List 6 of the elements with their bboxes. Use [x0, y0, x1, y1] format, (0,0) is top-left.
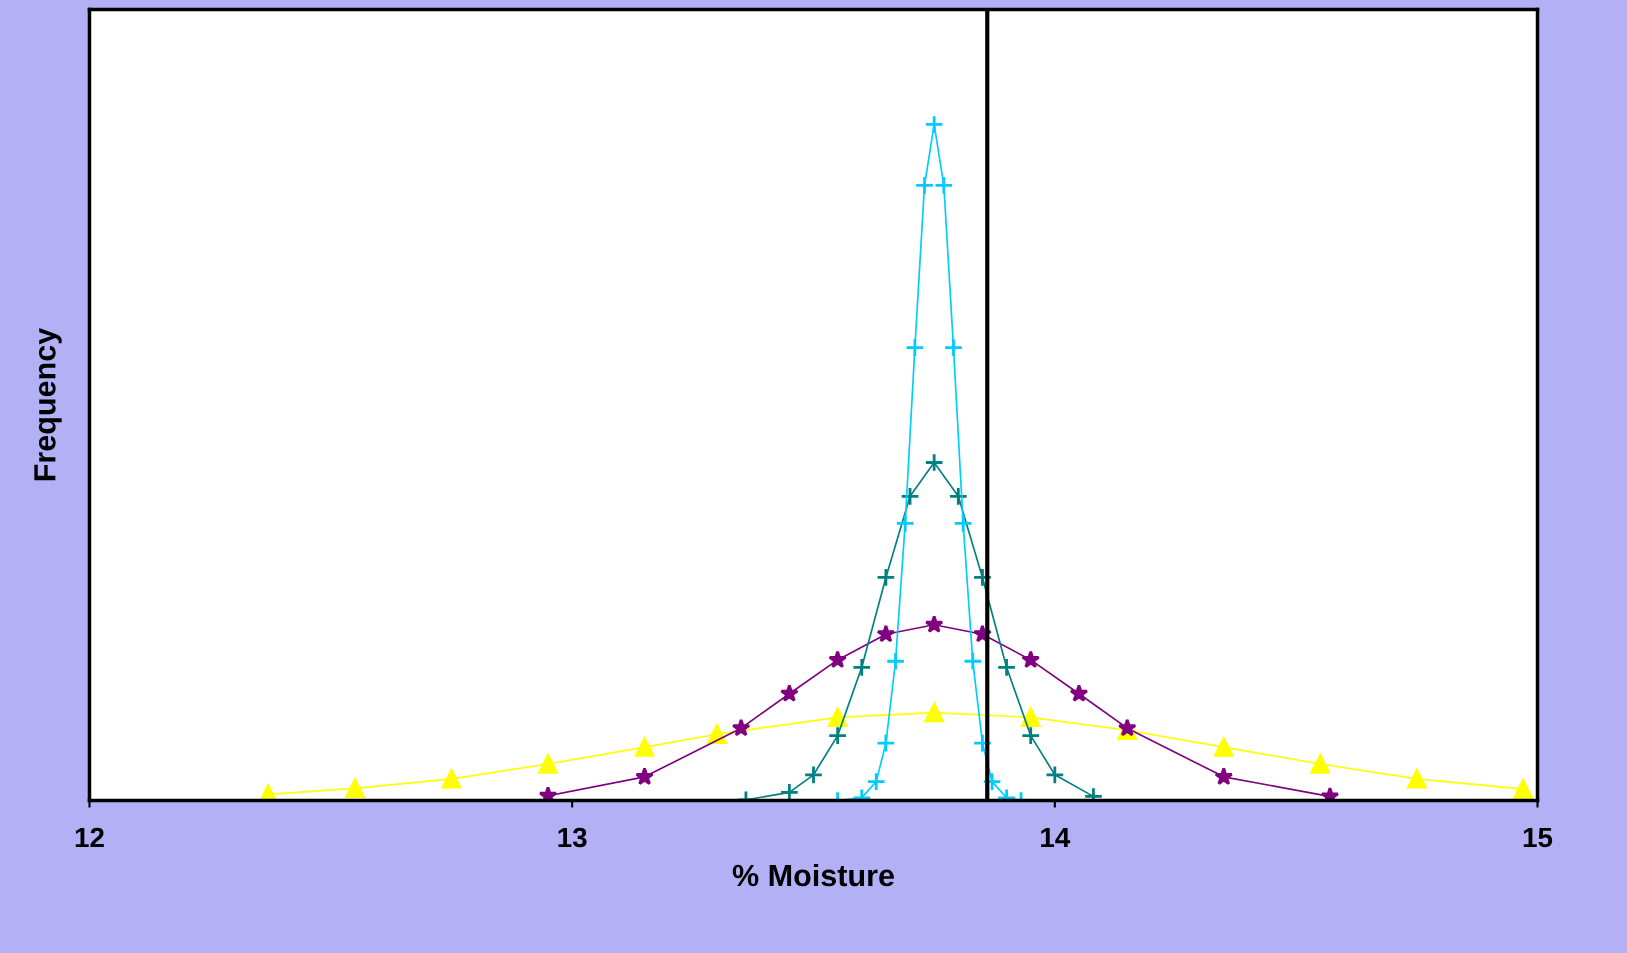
x-tick-label: 13 — [558, 827, 587, 848]
x-tick-label: 12 — [75, 827, 104, 848]
x-axis-title: % Moisture — [732, 863, 894, 887]
y-axis-title: Frequency — [34, 327, 62, 481]
x-tick-label: 15 — [1523, 827, 1553, 848]
x-tick-label: 14 — [1041, 827, 1071, 848]
